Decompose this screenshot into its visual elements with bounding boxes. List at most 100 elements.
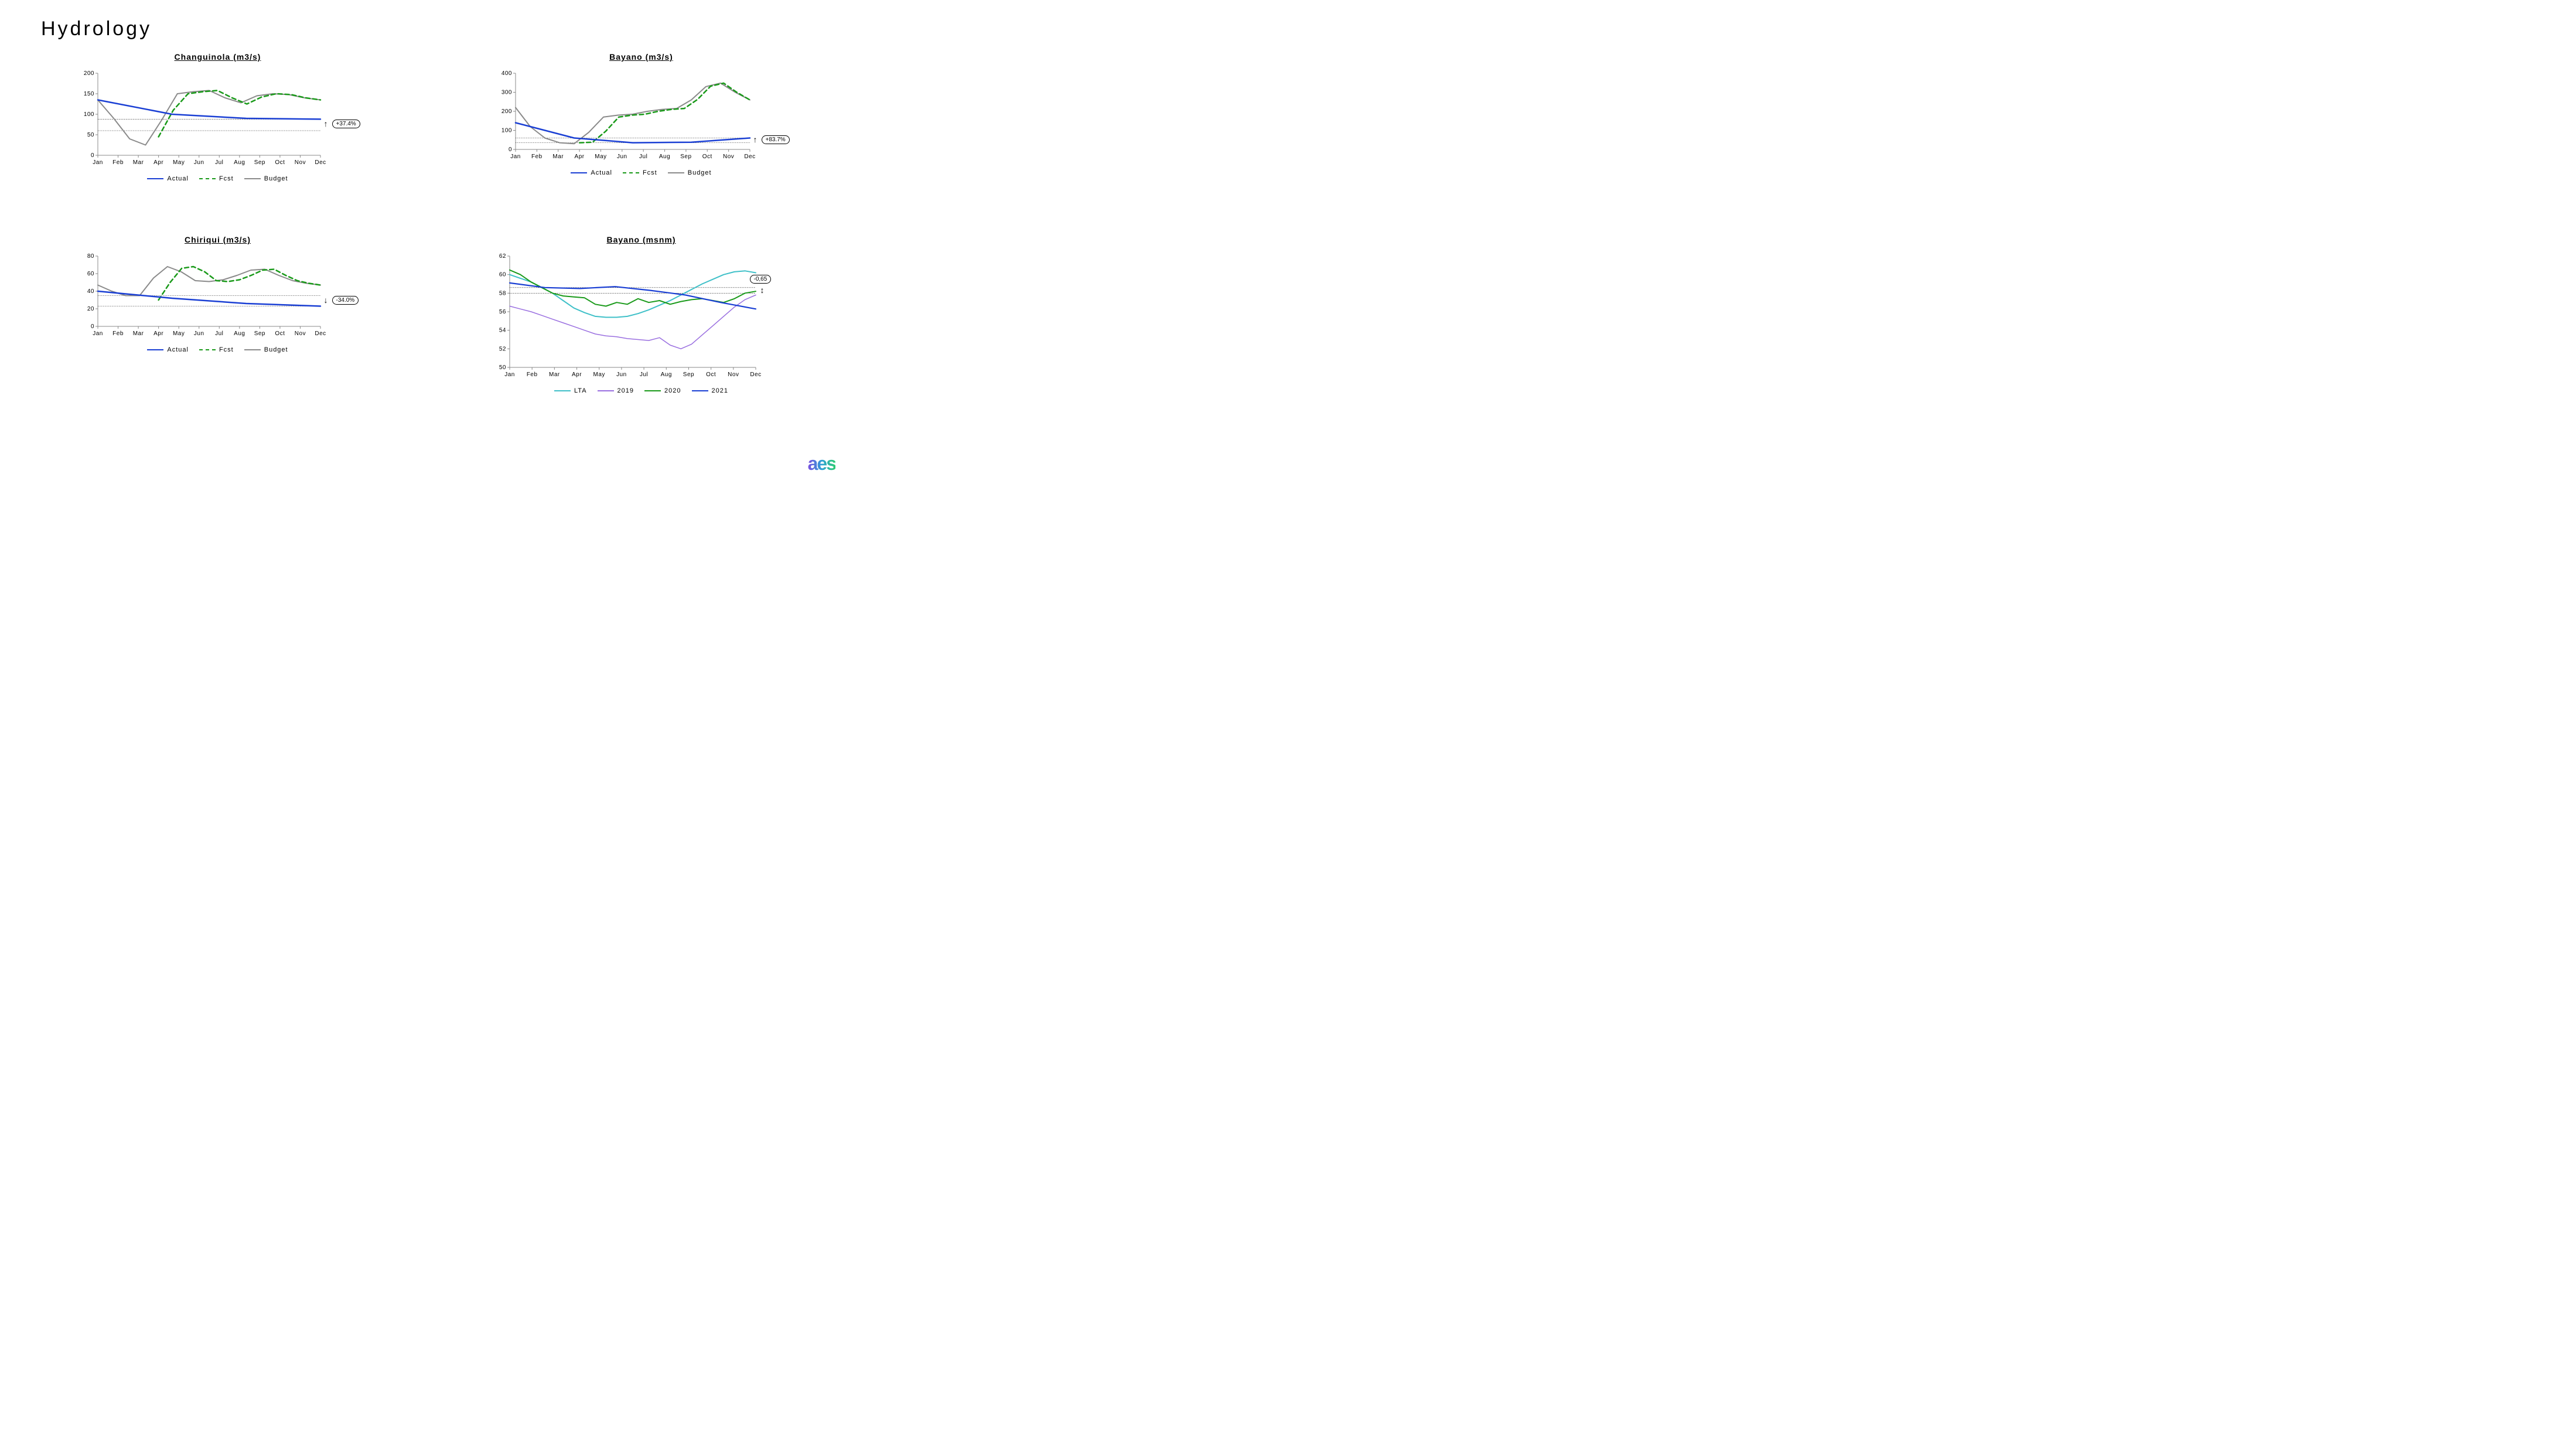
svg-text:Dec: Dec: [744, 154, 755, 160]
legend-item: 2019: [598, 387, 634, 394]
svg-text:Oct: Oct: [275, 159, 285, 166]
legend-label: Actual: [167, 175, 189, 182]
svg-text:Jun: Jun: [193, 330, 204, 337]
svg-text:Jul: Jul: [639, 371, 647, 378]
svg-text:Jul: Jul: [639, 154, 647, 160]
legend-item: Fcst: [199, 346, 234, 353]
chart-title: Bayano (m3/s): [609, 52, 673, 62]
svg-text:Apr: Apr: [572, 371, 582, 378]
svg-text:Oct: Oct: [275, 330, 285, 337]
svg-text:May: May: [595, 154, 606, 160]
svg-text:0: 0: [90, 323, 94, 330]
svg-text:Mar: Mar: [132, 330, 144, 337]
callout-arrow-icon: ↑: [753, 135, 758, 144]
callout-badge: -34.0%: [332, 296, 359, 305]
legend-swatch: [147, 178, 163, 179]
legend-swatch: [598, 390, 614, 391]
svg-text:Sep: Sep: [683, 371, 694, 378]
svg-text:Aug: Aug: [234, 159, 245, 166]
svg-text:Apr: Apr: [153, 330, 163, 337]
legend-label: Budget: [688, 169, 712, 176]
aes-logo: aes: [808, 453, 835, 475]
legend-item: 2021: [692, 387, 728, 394]
chart-title: Changuinola (m3/s): [175, 52, 261, 62]
legend-swatch: [199, 178, 216, 179]
svg-text:Jun: Jun: [617, 154, 627, 160]
svg-text:Oct: Oct: [702, 154, 712, 160]
svg-text:58: 58: [499, 290, 506, 296]
callout-badge: +83.7%: [762, 135, 790, 144]
legend-item: Actual: [147, 175, 189, 182]
panel-bayano-msnm: Bayano (msnm)50525456586062JanFebMarAprM…: [447, 235, 835, 394]
svg-text:0: 0: [90, 152, 94, 159]
legend-swatch: [571, 172, 587, 173]
svg-text:Sep: Sep: [254, 159, 265, 166]
legend-swatch: [244, 349, 261, 350]
svg-text:50: 50: [87, 132, 94, 138]
legend-item: Fcst: [199, 175, 234, 182]
legend-label: Actual: [167, 346, 189, 353]
svg-text:Feb: Feb: [526, 371, 537, 378]
callout-arrow-icon: ↕: [760, 286, 765, 294]
svg-text:Sep: Sep: [254, 330, 265, 337]
legend-item: LTA: [554, 387, 587, 394]
svg-text:Mar: Mar: [552, 154, 564, 160]
legend-label: Budget: [264, 175, 288, 182]
legend-label: Fcst: [643, 169, 657, 176]
svg-text:Jul: Jul: [215, 330, 223, 337]
svg-text:100: 100: [83, 111, 94, 118]
svg-text:Mar: Mar: [132, 159, 144, 166]
svg-text:150: 150: [83, 91, 94, 97]
svg-text:56: 56: [499, 309, 506, 315]
legend-swatch: [668, 172, 684, 173]
callout-arrow-icon: ↓: [324, 296, 328, 304]
svg-text:Sep: Sep: [680, 154, 691, 160]
svg-text:Nov: Nov: [294, 159, 305, 166]
svg-text:Dec: Dec: [315, 330, 326, 337]
legend: Actual Fcst Budget: [147, 175, 288, 182]
legend: Actual Fcst Budget: [147, 346, 288, 353]
callout-badge: -0,65: [750, 275, 772, 284]
svg-text:Jun: Jun: [193, 159, 204, 166]
svg-text:Oct: Oct: [706, 371, 716, 378]
svg-text:50: 50: [499, 364, 506, 371]
legend-swatch: [644, 390, 661, 391]
legend-swatch: [623, 172, 639, 173]
panel-bayano: Bayano (m3/s)0100200300400JanFebMarAprMa…: [447, 52, 835, 212]
svg-text:Feb: Feb: [112, 330, 124, 337]
legend: Actual Fcst Budget: [571, 169, 711, 176]
legend-swatch: [147, 349, 163, 350]
legend-label: Fcst: [219, 346, 234, 353]
svg-text:300: 300: [501, 90, 511, 96]
svg-text:Nov: Nov: [294, 330, 305, 337]
legend-label: 2021: [712, 387, 728, 394]
svg-text:Jan: Jan: [93, 159, 103, 166]
legend-swatch: [244, 178, 261, 179]
svg-text:Mar: Mar: [548, 371, 559, 378]
legend: LTA201920202021: [554, 387, 728, 394]
chart-svg: 50525456586062JanFebMarAprMayJunJulAugSe…: [486, 250, 797, 381]
svg-text:80: 80: [87, 253, 94, 260]
chart-svg: 050100150200JanFebMarAprMayJunJulAugSepO…: [74, 67, 361, 169]
legend-item: Actual: [147, 346, 189, 353]
svg-text:Jan: Jan: [510, 154, 521, 160]
legend-item: Budget: [244, 346, 288, 353]
svg-text:Aug: Aug: [234, 330, 245, 337]
svg-text:60: 60: [87, 271, 94, 277]
legend-label: Actual: [591, 169, 612, 176]
svg-text:Apr: Apr: [153, 159, 163, 166]
legend-item: Actual: [571, 169, 612, 176]
svg-text:200: 200: [501, 108, 511, 115]
svg-text:200: 200: [83, 70, 94, 77]
legend-label: Budget: [264, 346, 288, 353]
chart-grid: Changuinola (m3/s) 0 50 100 150 200 Jan Feb Mar A…: [23, 52, 835, 394]
svg-text:Dec: Dec: [315, 159, 326, 166]
legend-label: Fcst: [219, 175, 234, 182]
svg-text:Jul: Jul: [215, 159, 223, 166]
page-title: Hydrology: [41, 18, 835, 40]
svg-text:Feb: Feb: [112, 159, 124, 166]
svg-text:Feb: Feb: [531, 154, 542, 160]
svg-text:May: May: [593, 371, 605, 378]
legend-item: Budget: [668, 169, 712, 176]
panel-chiriqui: Chiriqui (m3/s)020406080JanFebMarAprMayJ…: [23, 235, 412, 394]
